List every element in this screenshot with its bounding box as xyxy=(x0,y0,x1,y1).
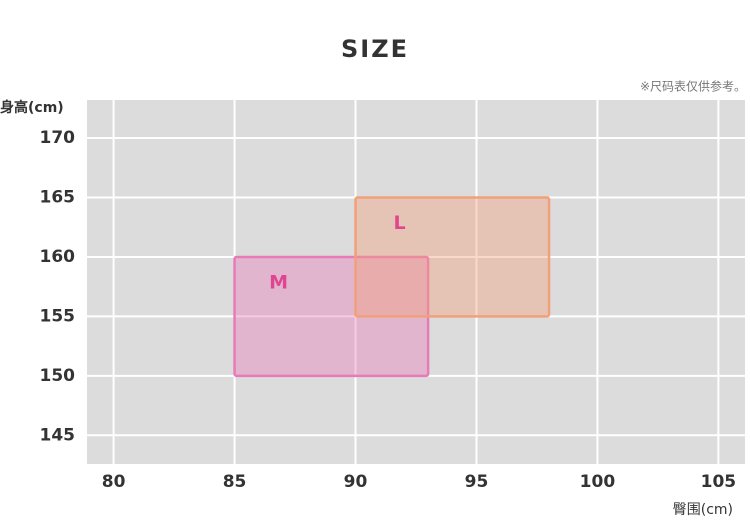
x-tick-label: 100 xyxy=(580,472,616,492)
chart-title: SIZE xyxy=(341,35,409,63)
y-tick-label: 165 xyxy=(40,187,76,207)
y-tick-label: 170 xyxy=(40,128,76,148)
y-tick-label: 150 xyxy=(40,366,76,386)
y-axis-label: 身高(cm) xyxy=(0,99,64,116)
size-label: L xyxy=(393,212,405,234)
x-tick-label: 105 xyxy=(701,472,737,492)
x-axis-label: 臀围(cm) xyxy=(673,502,733,518)
y-tick-label: 155 xyxy=(40,306,76,326)
size-box xyxy=(354,196,551,318)
y-tick-label: 160 xyxy=(40,247,76,267)
x-tick-label: 95 xyxy=(465,472,489,492)
x-tick-label: 80 xyxy=(102,472,126,492)
plot-area xyxy=(87,100,745,465)
x-tick-label: 90 xyxy=(344,472,368,492)
note: ※尺码表仅供参考。 xyxy=(640,79,746,94)
y-tick-label: 145 xyxy=(40,425,76,445)
size-label: M xyxy=(269,271,288,293)
x-tick-label: 85 xyxy=(223,472,247,492)
